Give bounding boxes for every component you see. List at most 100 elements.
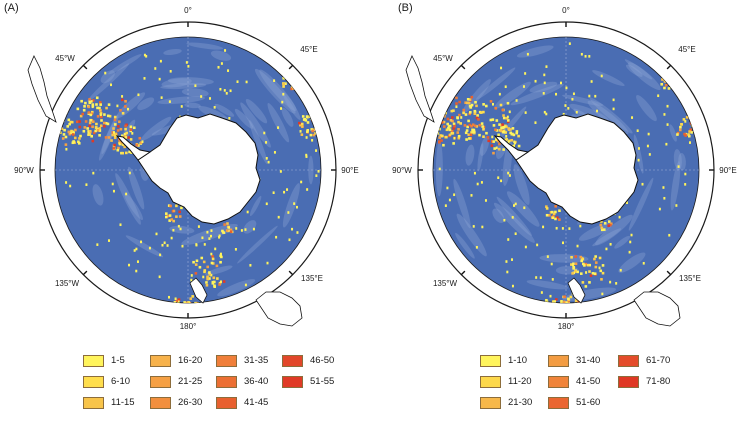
hotspot-cell [59,131,62,135]
hotspot-cell [106,114,110,118]
hotspot-cell [462,108,466,112]
hotspot-cell [267,160,270,164]
hotspot-cell [295,205,298,209]
hotspot-cell [567,302,571,303]
hotspot-cell [663,196,666,200]
hotspot-cell [189,318,192,321]
hotspot-cell [490,144,494,148]
legend-label: 41-50 [576,376,601,387]
hotspot-cell [159,59,162,63]
longitude-label: 90°E [719,166,736,175]
hotspot-cell [221,229,224,233]
seafloor-texture [636,95,657,122]
hotspot-cell [88,98,91,101]
hotspot-cell [511,216,514,219]
hotspot-cell [553,320,556,323]
hotspot-cell [631,116,634,119]
hotspot-cell [494,128,497,132]
hotspot-cell [228,116,231,120]
seafloor-texture [249,195,262,217]
hotspot-cell [213,284,216,288]
seafloor-texture [124,193,144,221]
hotspot-cell [145,54,148,58]
hotspot-cell [540,291,543,294]
hotspot-cell [501,123,504,126]
hotspot-cell [127,136,130,139]
seafloor-texture [281,107,294,127]
hotspot-cell [502,116,506,120]
hotspot-cell [273,151,276,154]
hotspot-cell [121,151,125,155]
hotspot-cell [451,116,454,119]
hotspot-cell [574,262,578,266]
hotspot-cell [290,87,293,91]
hotspot-cell [159,253,162,257]
hotspot-cell [81,112,85,116]
seafloor-texture [678,152,686,171]
hotspot-cell [542,92,545,95]
longitude-label: 90°E [341,166,358,175]
seafloor-texture [210,50,232,61]
hotspot-cell [556,216,559,219]
hotspot-cell [586,263,590,267]
hotspot-cell [609,280,612,284]
hotspot-cell [113,136,117,140]
hotspot-cell [676,133,679,136]
hotspot-cell [501,108,505,112]
hotspot-cell [61,137,65,140]
hotspot-cell [173,322,176,325]
hotspot-cell [468,98,472,101]
hotspot-cell [588,55,591,58]
hotspot-cell [68,132,72,136]
hotspot-cell [663,86,666,90]
seafloor-texture [127,166,145,210]
hotspot-cell [511,284,514,288]
hotspot-cell [475,246,478,249]
hotspot-cell [440,121,444,124]
hotspot-cell [505,138,508,141]
hotspot-cell [119,108,122,112]
hotspot-cell [560,300,563,303]
hotspot-cell [443,114,446,118]
hotspot-cell [303,117,307,121]
hotspot-cell [507,171,510,175]
antarctic-peninsula [115,135,152,161]
hotspot-cell [185,61,188,64]
hotspot-cell [72,133,75,136]
seafloor-texture [161,78,192,88]
hotspot-cell [99,109,102,112]
hotspot-cell [208,237,211,240]
hotspot-cell [446,122,450,126]
hotspot-cell [684,120,687,123]
hotspot-cell [87,105,91,109]
longitude-tick [288,64,294,70]
hotspot-cell [91,139,95,143]
hotspot-cell [158,77,161,81]
hotspot-cell [465,138,468,141]
hotspot-cell [92,131,96,135]
hotspot-cell [687,133,690,136]
hotspot-cell [637,158,640,162]
hotspot-cell [498,142,501,146]
hotspot-cell [589,274,593,277]
hotspot-cell [287,211,290,214]
hotspot-cell [456,131,460,134]
legend-swatch [216,397,237,409]
hotspot-cell [87,133,90,136]
hotspot-cell [177,298,181,301]
hotspot-cell [517,144,521,148]
hotspot-cell [482,128,485,131]
longitude-tick [82,64,88,70]
hotspot-cell [491,135,494,139]
hotspot-cell [457,134,461,138]
hotspot-cell [123,145,126,149]
hotspot-cell [685,116,689,119]
hotspot-cell [599,269,603,273]
hotspot-cell [500,126,503,130]
hotspot-cell [455,102,458,105]
hotspot-cell [495,129,499,132]
hotspot-cell [446,117,450,121]
australia-landmass [255,291,303,327]
hotspot-cell [282,92,285,96]
legend-label: 1-5 [111,355,125,366]
